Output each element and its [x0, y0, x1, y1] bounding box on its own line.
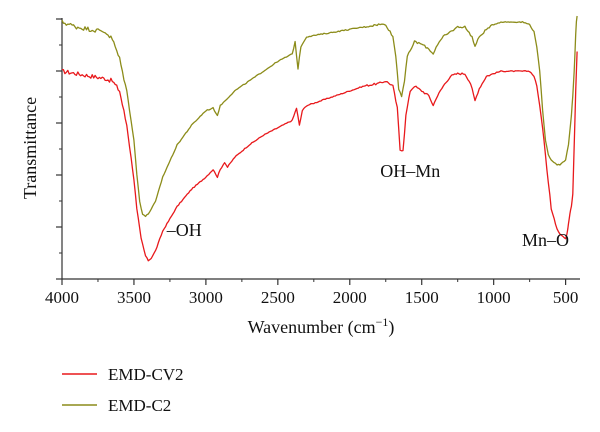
- x-tick-label: 3500: [117, 288, 151, 307]
- x-tick-label: 500: [553, 288, 579, 307]
- x-axis-label-main: Wavenumber (cm: [248, 317, 376, 338]
- x-tick-label: 2500: [261, 288, 295, 307]
- series-layer: [61, 15, 578, 262]
- annotation-label: OH–Mn: [380, 161, 440, 181]
- legend-label: EMD-C2: [108, 396, 171, 415]
- plot-area: 4000 3500 3000 2500 2000 1500 1000 500 –OH OH–Mn…: [45, 15, 580, 307]
- x-tick-label: 1500: [405, 288, 439, 307]
- annotation-label: Mn–O: [522, 230, 569, 250]
- x-tick-label: 2000: [333, 288, 367, 307]
- y-axis-label: Transmittance: [20, 97, 40, 199]
- legend: EMD-CV2 EMD-C2: [62, 365, 184, 415]
- annotations: –OH OH–Mn Mn–O: [166, 161, 569, 250]
- x-axis-label-close: ): [388, 317, 394, 338]
- series-line-emd-cv2: [61, 51, 578, 262]
- x-tick-label: 4000: [45, 288, 79, 307]
- series-line-emd-c2: [61, 15, 578, 218]
- annotation-label: –OH: [166, 220, 202, 240]
- y-ticks: [56, 18, 62, 280]
- x-ticks: 4000 3500 3000 2500 2000 1500 1000 500: [45, 279, 578, 307]
- x-axis-label-superscript: −1: [376, 315, 389, 329]
- x-axis-label: Wavenumber (cm−1): [248, 315, 395, 338]
- legend-item-emd-c2: EMD-C2: [62, 396, 171, 415]
- x-tick-label: 1000: [477, 288, 511, 307]
- legend-label: EMD-CV2: [108, 365, 184, 384]
- x-tick-label: 3000: [189, 288, 223, 307]
- legend-item-emd-cv2: EMD-CV2: [62, 365, 184, 384]
